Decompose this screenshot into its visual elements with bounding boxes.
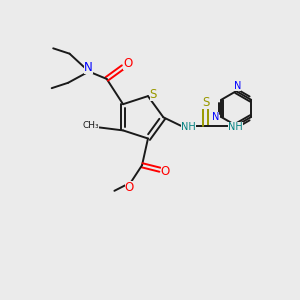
Text: NH: NH bbox=[181, 122, 196, 132]
Text: N: N bbox=[212, 112, 219, 122]
Text: S: S bbox=[150, 88, 157, 101]
Text: N: N bbox=[234, 81, 242, 91]
Text: CH₃: CH₃ bbox=[82, 122, 99, 130]
Text: N: N bbox=[84, 61, 93, 74]
Text: O: O bbox=[123, 57, 132, 70]
Text: O: O bbox=[160, 165, 170, 178]
Text: NH: NH bbox=[228, 122, 243, 132]
Text: O: O bbox=[124, 181, 134, 194]
Text: S: S bbox=[202, 96, 210, 109]
